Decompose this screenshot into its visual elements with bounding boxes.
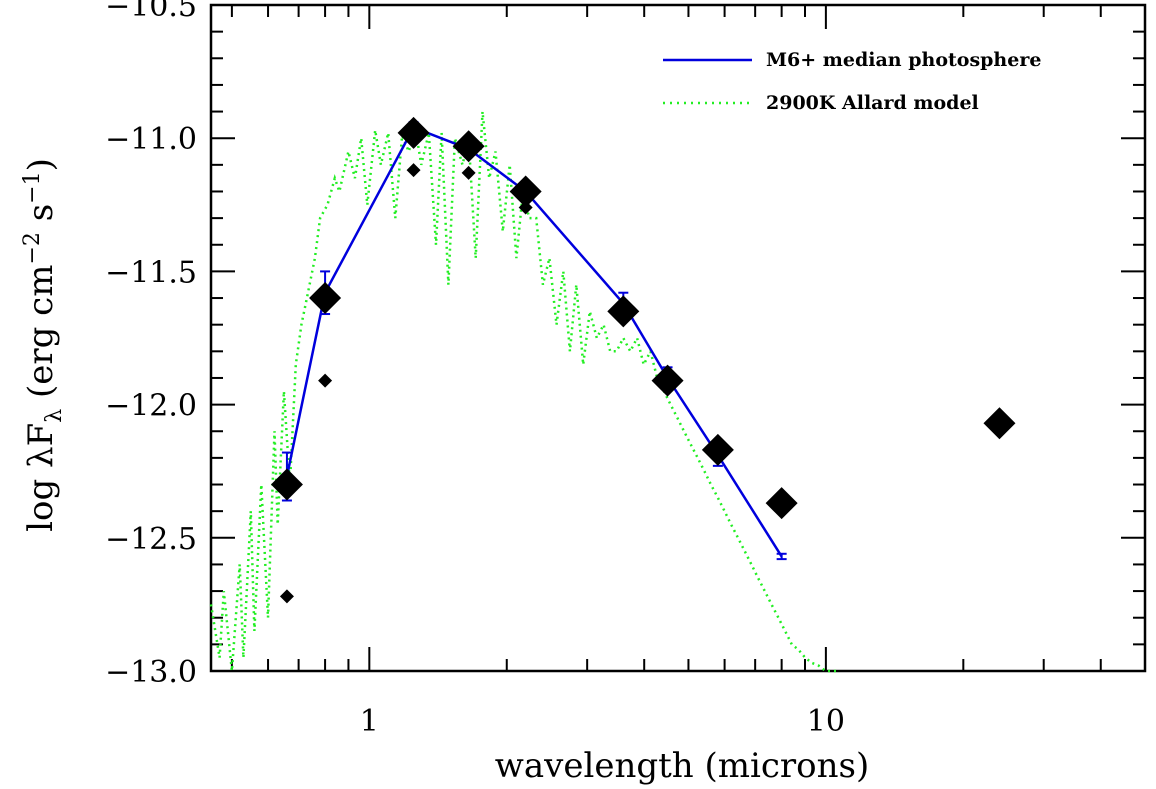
axis-ticks <box>211 4 1146 672</box>
y-axis-title: log λFλ (erg cm−2 s−1) <box>20 158 67 532</box>
x-tick-label: 1 <box>360 704 379 739</box>
y-axis-title-sub: λ <box>42 409 67 423</box>
data-point-large <box>765 487 798 520</box>
y-tick-label: −12.5 <box>105 522 197 557</box>
y-tick-label: −11.0 <box>105 122 197 157</box>
y-tick-label: −10.5 <box>105 0 197 24</box>
y-axis-title-post: ) <box>21 158 61 171</box>
data-point-small <box>461 165 476 180</box>
y-axis-title-sup2: −1 <box>20 171 45 203</box>
tick-labels: 1 10 −10.5 −11.0 −11.5 −12.0 −12.5 −13.0 <box>105 0 845 739</box>
x-tick-label: 10 <box>807 704 845 739</box>
data-point-small <box>318 373 333 388</box>
data-point-large <box>397 116 430 149</box>
marker-series <box>270 116 1016 604</box>
y-axis-title-mid2: s <box>21 204 61 232</box>
y-tick-label: −13.0 <box>105 655 197 690</box>
y-axis-title-mid1: (erg cm <box>21 265 61 409</box>
data-point-large <box>651 364 684 397</box>
legend-label-model: 2900K Allard model <box>766 92 979 114</box>
y-tick-label: −11.5 <box>105 255 197 290</box>
data-point-large <box>983 407 1016 440</box>
data-point-small <box>518 200 533 215</box>
data-point-small <box>406 163 421 178</box>
data-point-large <box>452 130 485 163</box>
x-axis-title: wavelength (microns) <box>495 746 869 786</box>
legend-label-median: M6+ median photosphere <box>766 49 1041 71</box>
legend: M6+ median photosphere 2900K Allard mode… <box>663 49 1041 114</box>
plot-frame <box>209 3 1147 673</box>
y-axis-title-sup1: −2 <box>20 232 45 264</box>
data-point-large <box>607 295 640 328</box>
data-point-large <box>270 468 303 501</box>
data-point-small <box>279 589 294 604</box>
y-tick-label: −12.0 <box>105 389 197 424</box>
data-point-small <box>518 189 533 204</box>
data-point-large <box>309 282 342 315</box>
data-point-large <box>701 433 734 466</box>
y-axis-title-pre: log λF <box>21 423 61 532</box>
